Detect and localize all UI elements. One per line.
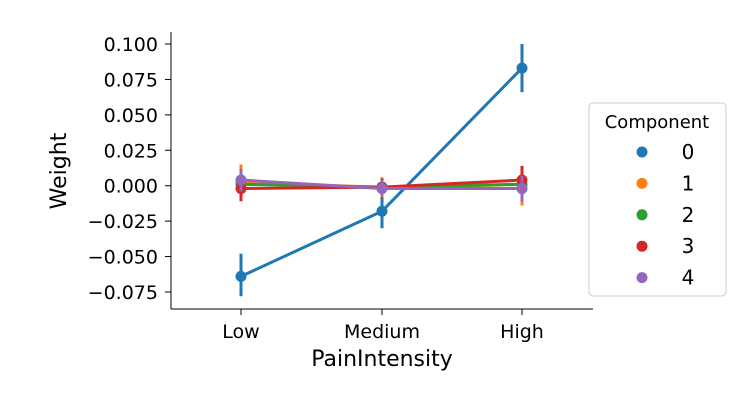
data-point <box>235 174 247 186</box>
data-point <box>376 183 388 195</box>
legend-marker <box>636 177 648 189</box>
series-line <box>240 67 524 278</box>
y-tick-label: −0.075 <box>88 282 158 304</box>
x-tick-label: High <box>500 321 544 343</box>
data-point <box>516 62 528 74</box>
series-4 <box>235 168 528 202</box>
y-tick-label: −0.050 <box>88 247 158 269</box>
legend-label: 2 <box>682 203 695 227</box>
legend-label: 0 <box>682 140 695 164</box>
data-layer <box>235 44 528 297</box>
legend-frame <box>588 102 727 297</box>
y-axis-title: Weight <box>47 132 72 209</box>
y-tick-label: 0.025 <box>104 140 158 162</box>
legend-marker <box>636 240 648 252</box>
data-point <box>516 183 528 195</box>
legend-marker <box>636 209 648 221</box>
x-axis-title: PainIntensity <box>311 347 453 372</box>
legend-label: 4 <box>682 266 695 290</box>
y-tick-label: 0.000 <box>104 176 158 198</box>
legend-title: Component <box>605 112 710 133</box>
legend-label: 3 <box>682 234 695 258</box>
y-ticks: 0.100 0.075 0.050 0.025 0.000 −0.025 −0.050 −0.… <box>88 34 171 304</box>
x-tick-label: Medium <box>344 321 420 343</box>
legend-marker <box>636 272 648 284</box>
data-point <box>235 270 247 282</box>
y-tick-label: 0.100 <box>104 34 158 56</box>
legend: Component 0 1 2 3 4 <box>588 102 727 297</box>
series-0 <box>235 44 528 297</box>
y-tick-label: 0.050 <box>104 105 158 127</box>
x-tick-label: Low <box>222 321 259 343</box>
y-tick-label: 0.075 <box>104 69 158 91</box>
data-point <box>376 205 388 217</box>
x-ticks: Low Medium High <box>222 309 544 343</box>
y-tick-label: −0.025 <box>88 211 158 233</box>
legend-items: 0 1 2 3 4 <box>636 140 695 290</box>
legend-label: 1 <box>682 171 695 195</box>
legend-marker <box>636 146 648 158</box>
